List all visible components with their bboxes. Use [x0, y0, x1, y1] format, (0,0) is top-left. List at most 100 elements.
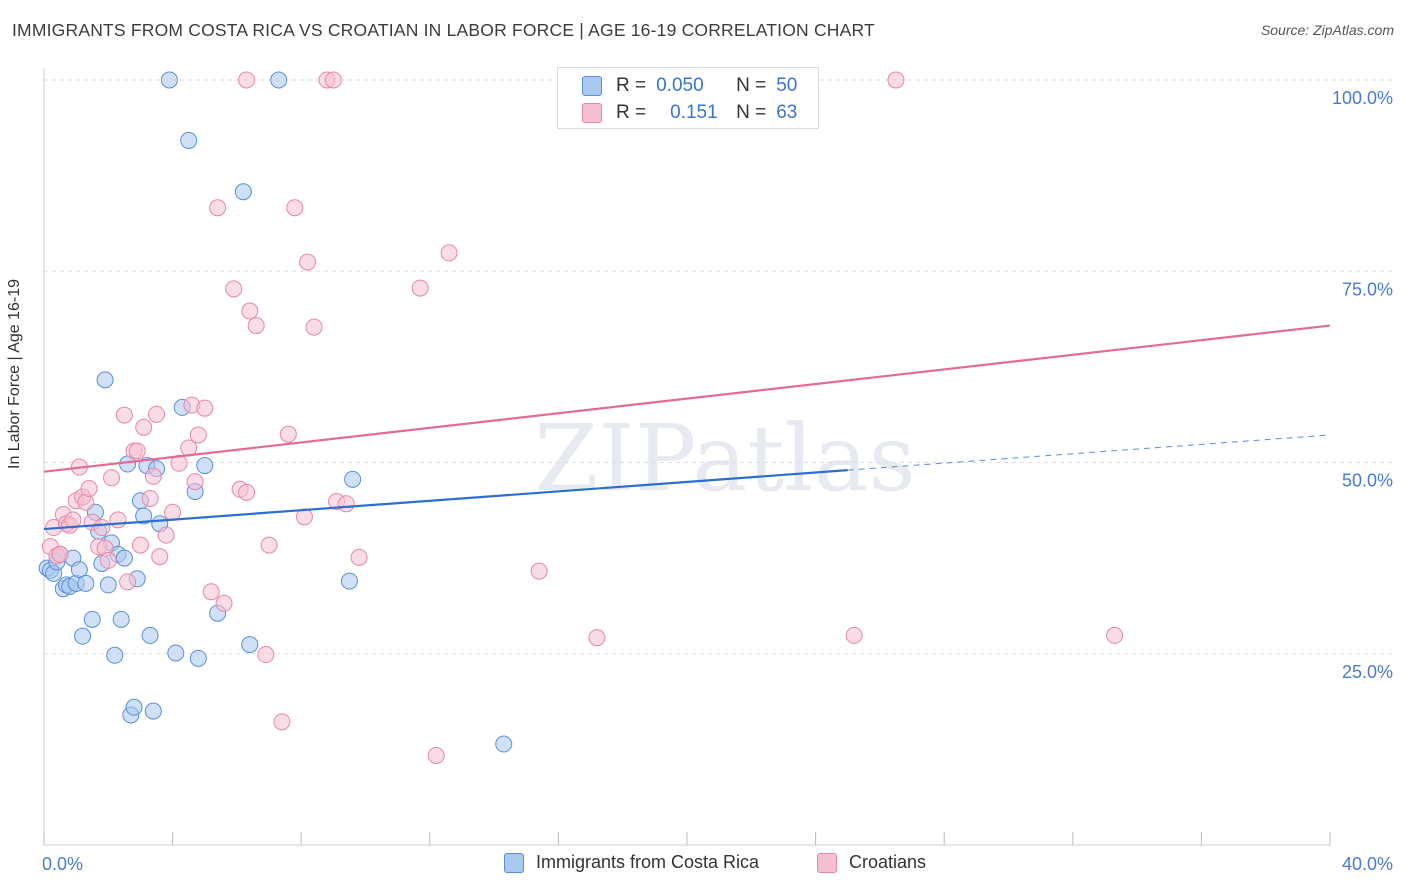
point-croatians — [144, 467, 162, 485]
legend-swatch-croatians — [817, 852, 837, 873]
chart-source: Source: ZipAtlas.com — [1260, 22, 1394, 38]
legend-item-croatians: Croatians — [817, 852, 926, 873]
point-croatians — [286, 199, 304, 217]
x-tick-labels: 0.0% 40.0% — [42, 854, 1393, 874]
trend-line-costa-rica — [43, 469, 848, 531]
point-costa-rica — [144, 702, 162, 720]
trend-line-croatians — [43, 324, 1331, 473]
point-costa-rica — [167, 644, 185, 662]
point-croatians — [209, 199, 227, 217]
legend-label-croatians: Croatians — [849, 852, 927, 872]
point-croatians — [257, 646, 275, 664]
y-tick-label: 75.0% — [1342, 279, 1393, 299]
trend-lines — [43, 324, 1331, 531]
point-croatians — [295, 508, 313, 526]
point-costa-rica — [241, 636, 259, 654]
point-costa-rica — [196, 457, 214, 475]
point-croatians — [196, 399, 214, 417]
point-croatians — [51, 545, 69, 563]
point-costa-rica — [70, 561, 88, 579]
y-tick-label: 25.0% — [1342, 662, 1393, 682]
point-costa-rica — [135, 507, 153, 525]
point-croatians — [115, 406, 133, 424]
point-croatians — [99, 551, 117, 569]
point-croatians — [215, 594, 233, 612]
point-croatians — [279, 425, 297, 443]
legend-label-costa-rica: Immigrants from Costa Rica — [536, 852, 760, 872]
point-croatians — [260, 536, 278, 554]
point-costa-rica — [344, 470, 362, 488]
point-costa-rica — [112, 610, 130, 628]
point-costa-rica — [74, 627, 92, 645]
point-croatians — [1106, 626, 1124, 644]
point-costa-rica — [180, 131, 198, 149]
point-croatians — [225, 280, 243, 298]
x-tick-label: 0.0% — [42, 854, 83, 874]
point-croatians — [131, 536, 149, 554]
point-croatians — [119, 573, 137, 591]
point-croatians — [530, 562, 548, 580]
stats-n-value: 50 — [776, 75, 798, 96]
y-tick-label: 50.0% — [1342, 471, 1393, 491]
stats-r-label: R = — [616, 102, 647, 123]
point-croatians — [440, 244, 458, 262]
point-costa-rica — [270, 71, 288, 89]
point-costa-rica — [141, 626, 159, 644]
stats-n-label: N = — [736, 102, 767, 123]
point-croatians — [80, 480, 98, 498]
point-costa-rica — [340, 572, 358, 590]
point-costa-rica — [125, 698, 143, 716]
point-croatians — [103, 469, 121, 487]
point-costa-rica — [99, 576, 117, 594]
point-croatians — [109, 511, 127, 529]
y-tick-labels: 25.0% 50.0% 75.0% 100.0% — [1332, 88, 1393, 682]
y-tick-label: 100.0% — [1332, 88, 1393, 108]
point-croatians — [135, 418, 153, 436]
stats-r-value: 0.050 — [656, 75, 704, 96]
point-croatians — [189, 426, 207, 444]
legend-swatch-costa-rica — [582, 76, 602, 96]
point-croatians — [337, 495, 355, 513]
legend-item-costa-rica: Immigrants from Costa Rica — [504, 852, 759, 873]
chart-title: IMMIGRANTS FROM COSTA RICA VS CROATIAN I… — [12, 20, 875, 40]
point-croatians — [247, 317, 265, 335]
trend-line-costa-rica-extrapolated — [847, 434, 1331, 471]
point-croatians — [299, 253, 317, 271]
point-croatians — [157, 526, 175, 544]
watermark: ZIPatlas — [534, 405, 915, 512]
point-croatians — [164, 503, 182, 521]
stats-r-value: 0.151 — [670, 102, 718, 123]
point-croatians — [186, 473, 204, 491]
point-croatians — [141, 489, 159, 507]
point-costa-rica — [96, 371, 114, 389]
point-croatians — [411, 279, 429, 297]
point-croatians — [588, 629, 606, 647]
point-croatians — [77, 493, 95, 511]
stats-r-label: R = — [616, 75, 647, 96]
point-croatians — [93, 519, 111, 537]
stats-row-croatians: R = 0.151 N = 63 — [582, 101, 797, 125]
y-axis-label: In Labor Force | Age 16-19 — [6, 278, 23, 469]
point-croatians — [202, 583, 220, 601]
point-croatians — [845, 626, 863, 644]
point-croatians — [427, 746, 445, 764]
point-croatians — [324, 71, 342, 89]
point-costa-rica — [106, 646, 124, 664]
point-croatians — [350, 548, 368, 566]
point-croatians — [151, 548, 169, 566]
point-costa-rica — [83, 610, 101, 628]
point-croatians — [305, 318, 323, 336]
legend-swatch-croatians — [582, 103, 602, 123]
point-costa-rica — [160, 71, 178, 89]
point-croatians — [273, 713, 291, 731]
stats-legend: R = 0.050 N = 50 R = 0.151 N = 63 — [557, 67, 819, 129]
point-croatians — [148, 405, 166, 423]
point-croatians — [238, 71, 256, 89]
point-costa-rica — [77, 574, 95, 592]
point-croatians — [887, 71, 905, 89]
stats-n-value: 63 — [776, 102, 798, 123]
point-costa-rica — [234, 183, 252, 201]
x-tick-label: 40.0% — [1342, 854, 1393, 874]
point-croatians — [238, 483, 256, 501]
